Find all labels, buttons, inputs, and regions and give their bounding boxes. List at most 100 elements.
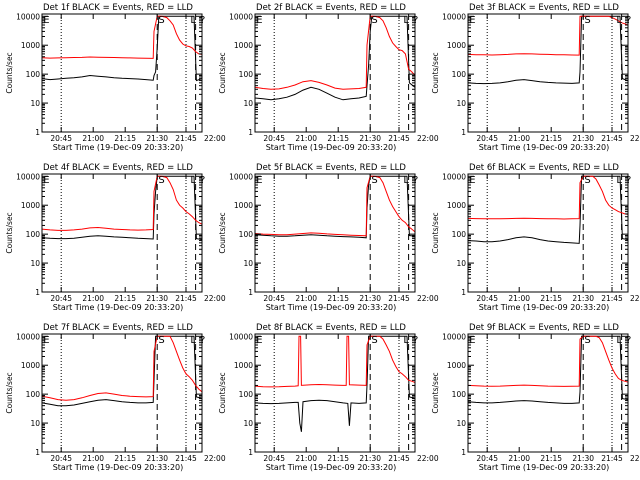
panel-4: Det 4f BLACK = Events, RED = LLD 1 10 100 10…: [5, 163, 226, 312]
panel-3: Det 3f BLACK = Events, RED = LLD 1 10 100 10…: [431, 3, 640, 152]
y-tick-label: 1000: [447, 361, 466, 370]
axes-frame: [41, 13, 203, 133]
lld-series-line: [255, 175, 415, 237]
event-marker-label: ?: [200, 15, 205, 26]
event-marker-label: S: [584, 15, 590, 26]
panel-6: Det 6f BLACK = Events, RED = LLD 1 10 100 10…: [431, 163, 640, 312]
x-tick-label: 20:45: [263, 134, 285, 143]
axes-frame: [254, 333, 416, 453]
event-marker-label: E: [469, 175, 475, 186]
y-tick-label: 1000: [234, 361, 253, 370]
plot-area: [468, 334, 628, 452]
x-tick-label: 21:45: [175, 454, 197, 463]
event-marker-label: S: [158, 175, 164, 186]
x-tick-label: 21:30: [359, 454, 381, 463]
panel-title: Det 1f BLACK = Events, RED = LLD: [43, 3, 193, 13]
plot-area: [42, 174, 202, 292]
x-tick-label: 20:45: [263, 454, 285, 463]
x-tick-label: 21:45: [388, 134, 410, 143]
y-tick-label: 10: [456, 259, 466, 268]
x-tick-label: 22:00: [204, 134, 226, 143]
x-tick-label: 21:00: [508, 134, 530, 143]
y-tick-label: 1: [461, 448, 466, 457]
event-marker-label: L: [403, 15, 409, 26]
y-tick-label: 10000: [16, 332, 40, 341]
y-tick-label: 1: [35, 288, 40, 297]
y-tick-label: 100: [26, 70, 41, 79]
x-tick-label: 21:45: [601, 294, 623, 303]
events-series-line: [468, 175, 628, 244]
event-marker-label: E: [256, 175, 262, 186]
x-tick-label: 20:45: [476, 134, 498, 143]
events-series-line: [468, 15, 628, 85]
x-tick-label: 22:00: [417, 134, 439, 143]
x-tick-label: 21:30: [146, 134, 168, 143]
y-tick-label: 10: [30, 419, 40, 428]
y-tick-label: 1000: [234, 41, 253, 50]
y-tick-label: 10: [30, 259, 40, 268]
plot-area: [255, 334, 415, 452]
axes-frame: [467, 13, 629, 133]
y-tick-label: 10: [243, 259, 253, 268]
x-tick-label: 21:15: [327, 454, 349, 463]
panel-1: Det 1f BLACK = Events, RED = LLD 1 10 100 10…: [5, 3, 226, 152]
lld-series-line: [255, 335, 415, 388]
event-marker-label: L: [403, 175, 409, 186]
y-tick-label: 1: [461, 128, 466, 137]
y-tick-label: 10000: [16, 12, 40, 21]
x-tick-label: 20:45: [50, 134, 72, 143]
y-tick-label: 1000: [21, 201, 40, 210]
y-tick-label: 1: [248, 448, 253, 457]
axes-frame: [41, 173, 203, 293]
event-marker-label: ?: [413, 15, 418, 26]
panel-8: Det 8f BLACK = Events, RED = LLD 1 10 100 10…: [218, 323, 439, 472]
y-tick-label: 10000: [229, 172, 253, 181]
x-tick-label: 22:00: [630, 134, 640, 143]
lld-series-line: [42, 335, 202, 401]
panel-title: Det 8f BLACK = Events, RED = LLD: [256, 323, 406, 333]
y-tick-label: 1000: [21, 41, 40, 50]
x-tick-label: 21:15: [114, 134, 136, 143]
event-marker-label: S: [371, 15, 377, 26]
event-marker-label: L: [616, 335, 622, 346]
panel-2: Det 2f BLACK = Events, RED = LLD 1 10 100 10…: [218, 3, 439, 152]
y-tick-label: 1000: [21, 361, 40, 370]
plot-area: [42, 334, 202, 452]
y-axis-label: Counts/sec: [431, 212, 440, 253]
event-marker-label: ?: [626, 175, 631, 186]
x-tick-label: 21:00: [295, 134, 317, 143]
y-tick-label: 10000: [229, 332, 253, 341]
x-tick-label: 21:15: [327, 294, 349, 303]
x-tick-label: 21:00: [82, 134, 104, 143]
event-marker-label: ?: [413, 175, 418, 186]
y-tick-label: 10: [456, 99, 466, 108]
events-series-line: [468, 335, 628, 404]
event-marker-label: S: [158, 335, 164, 346]
y-tick-label: 10000: [442, 12, 466, 21]
y-tick-label: 100: [239, 70, 254, 79]
panel-title: Det 5f BLACK = Events, RED = LLD: [256, 163, 406, 173]
events-series-line: [42, 335, 202, 407]
event-marker-label: ?: [413, 335, 418, 346]
events-series-line: [42, 175, 202, 241]
panel-7: Det 7f BLACK = Events, RED = LLD 1 10 100 10…: [5, 323, 226, 472]
y-tick-label: 1: [248, 288, 253, 297]
x-axis-label: Start Time (19-Dec-09 20:33:20): [266, 143, 397, 152]
x-tick-label: 21:30: [572, 134, 594, 143]
y-axis-label: Counts/sec: [5, 52, 14, 93]
event-marker-label: E: [469, 335, 475, 346]
x-axis-label: Start Time (19-Dec-09 20:33:20): [479, 463, 610, 472]
y-tick-label: 10: [30, 99, 40, 108]
x-axis-label: Start Time (19-Dec-09 20:33:20): [53, 303, 184, 312]
x-tick-label: 21:15: [540, 294, 562, 303]
x-tick-label: 21:15: [114, 294, 136, 303]
panel-5: Det 5f BLACK = Events, RED = LLD 1 10 100 10…: [218, 163, 439, 312]
panel-9: Det 9f BLACK = Events, RED = LLD 1 10 100 10…: [431, 323, 640, 472]
x-tick-label: 22:00: [204, 294, 226, 303]
y-tick-label: 10000: [442, 332, 466, 341]
lld-series-line: [42, 15, 202, 59]
y-tick-label: 100: [239, 390, 254, 399]
x-tick-label: 22:00: [417, 294, 439, 303]
x-tick-label: 20:45: [50, 454, 72, 463]
x-axis-label: Start Time (19-Dec-09 20:33:20): [266, 463, 397, 472]
